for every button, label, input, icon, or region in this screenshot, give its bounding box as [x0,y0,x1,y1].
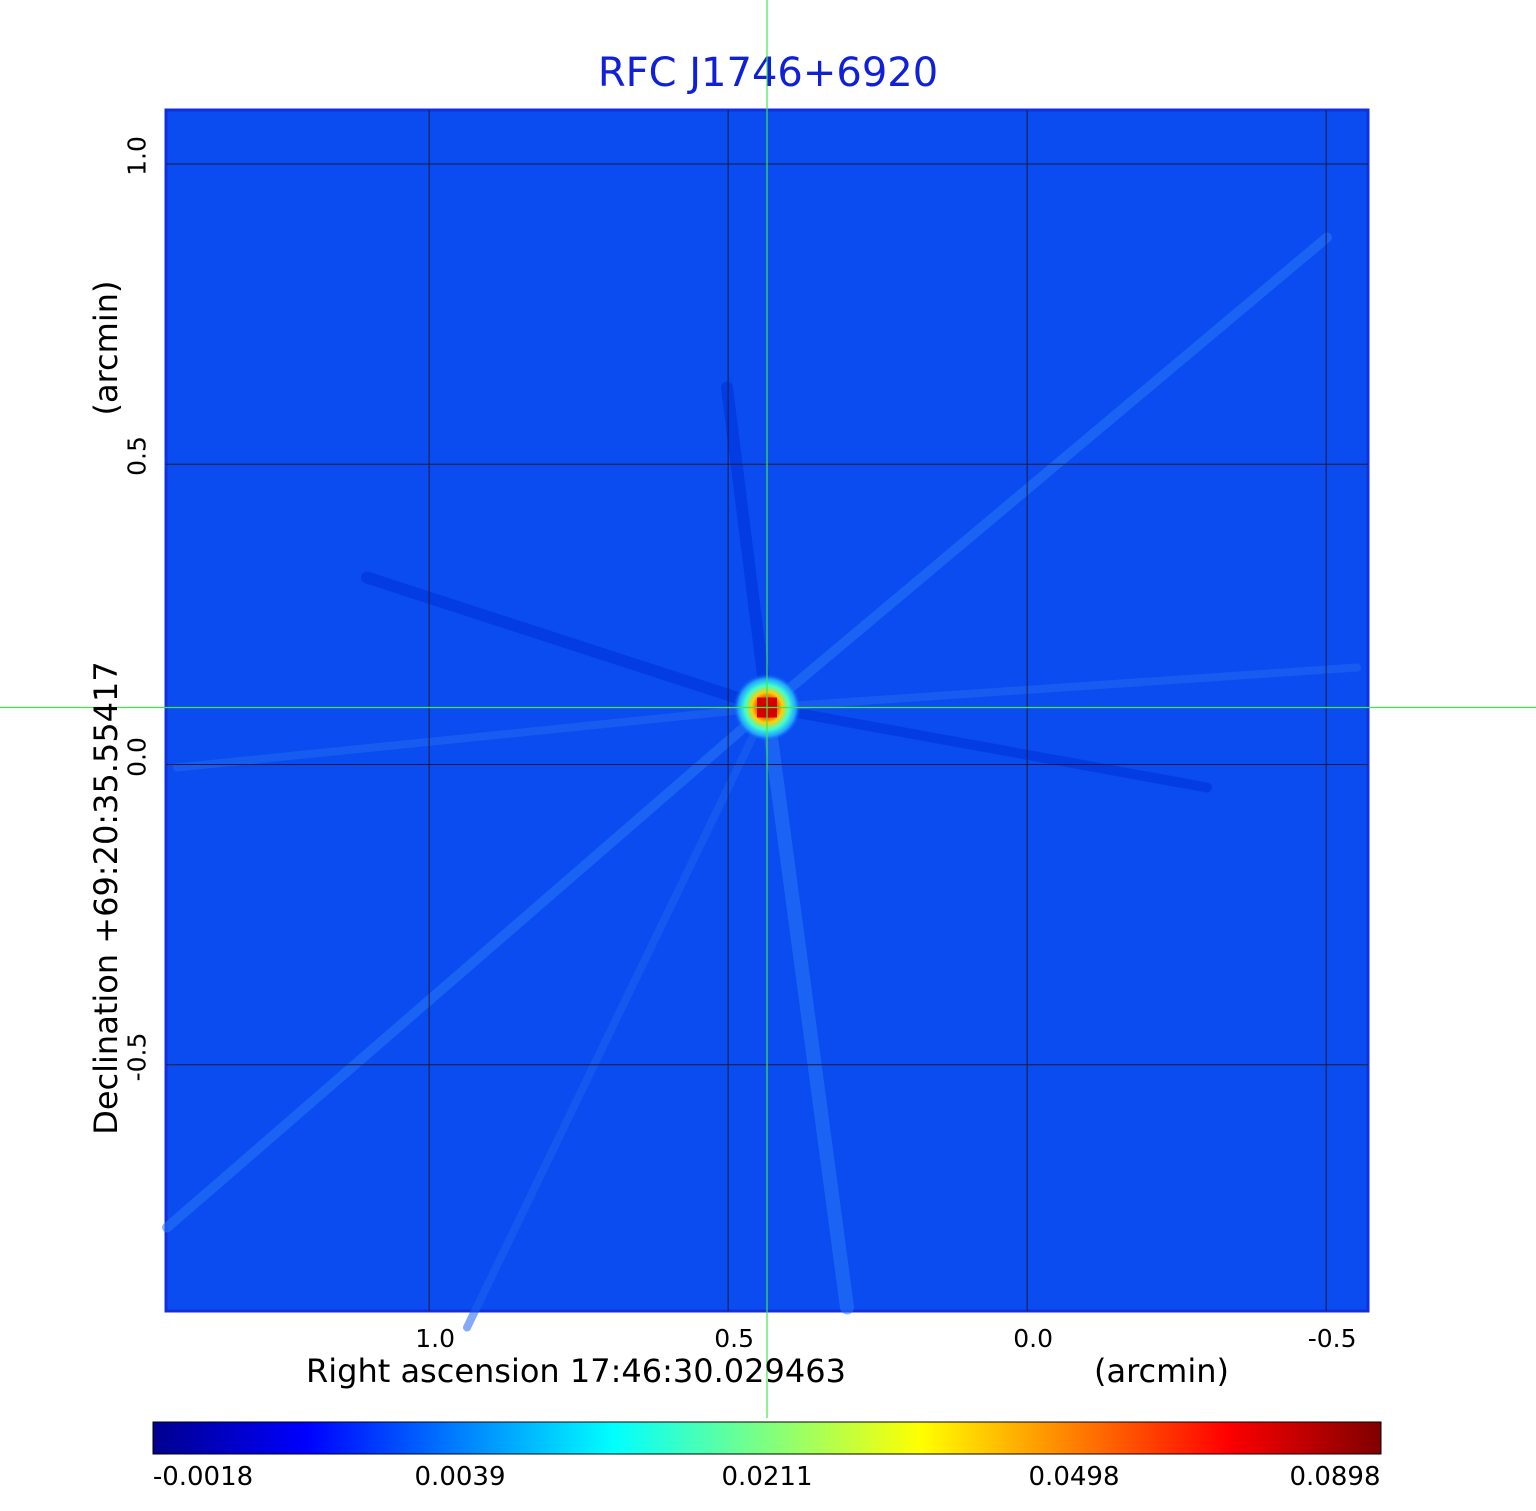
crosshair [0,0,1536,1418]
colorbar-tick-label: 0.0498 [1028,1462,1120,1492]
colorbar-tick-label: 0.0211 [721,1462,813,1492]
y-axis-unit: (arcmin) [87,280,125,416]
y-axis-label: Declination +69:20:35.55417 [87,661,125,1135]
sidelobe-streak [721,381,773,714]
sidelobe-streak [762,702,1212,793]
sidelobe-streak [361,571,773,714]
y-tick-label: 1.0 [122,136,152,176]
colorbar [152,1421,1382,1455]
chart-title: RFC J1746+6920 [597,50,939,96]
x-tick-label: 0.0 [1013,1324,1054,1353]
sidelobe-streak [173,703,771,772]
x-tick-label: -0.5 [1307,1324,1357,1353]
sidelobe-streak [763,663,1361,712]
x-tick-label: 0.5 [714,1324,755,1353]
x-tick-label: 1.0 [415,1324,455,1353]
x-axis-label: Right ascension 17:46:30.029463 [306,1352,846,1390]
colorbar-tick-label: -0.0018 [152,1462,254,1492]
sidelobe-streak [760,700,854,1315]
x-axis-unit: (arcmin) [1094,1352,1229,1390]
y-tick-label: 0.0 [122,736,152,777]
colorbar-tick-label: 0.0039 [414,1462,506,1492]
sidelobe-streak [162,702,772,1233]
y-tick-label: -0.5 [122,1032,152,1082]
y-tick-label: 0.5 [122,436,152,477]
sidelobe-streak [762,232,1332,713]
sidelobe-streak [463,703,771,1332]
colorbar-tick-label: 0.0898 [1289,1462,1381,1492]
